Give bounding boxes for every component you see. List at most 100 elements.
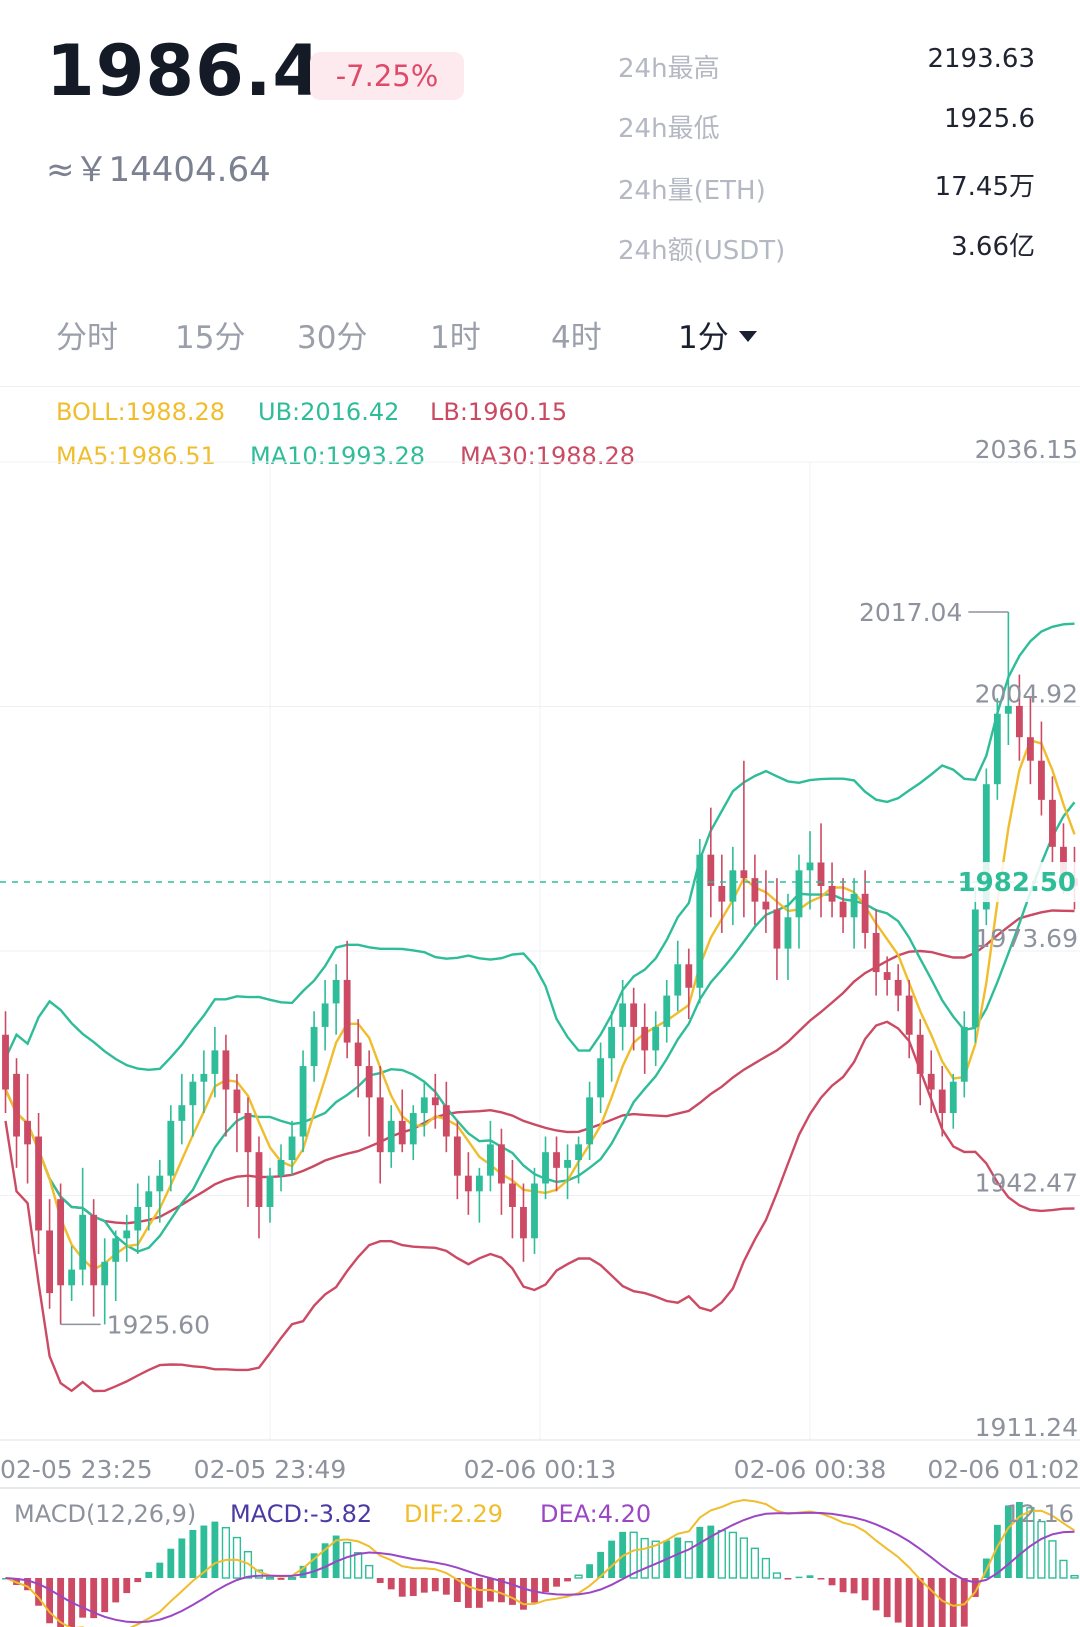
candle-body [630,1003,638,1027]
candle-body [123,1230,131,1239]
candle-body [806,862,814,871]
macd-histogram-bar [684,1541,693,1579]
macd-histogram-bar [365,1564,374,1579]
ma10-label: MA10:1993.28 [250,442,425,470]
candle-body [178,1105,186,1121]
candle-body [619,1003,627,1027]
macd-histogram-bar [101,1578,109,1613]
macd-histogram-bar [57,1578,65,1627]
macd-histogram-bar [795,1576,803,1579]
x-tick-label: 02-05 23:25 [0,1455,153,1484]
macd-histogram-bar [211,1521,219,1578]
stat-label-high: 24h最高 [618,54,720,84]
candle-body [960,1026,968,1082]
macd-histogram-bar [1015,1502,1023,1578]
macd-value-label: MACD:-3.82 [230,1500,373,1528]
candle-body [453,1136,461,1176]
macd-histogram-bar [674,1537,682,1578]
macd-histogram-bar [597,1551,605,1578]
candle-body [740,870,748,879]
macd-histogram-bar [243,1550,253,1579]
candle-body [233,1089,241,1114]
macd-histogram-bar [79,1578,87,1618]
tab-4h[interactable]: 4时 [551,320,602,356]
candle-body [916,1034,924,1074]
dea-line [5,1511,1075,1624]
candle-body [409,1113,417,1145]
candle-body [68,1269,76,1286]
macd-histogram-bar [509,1578,516,1605]
macd-histogram-bar [806,1575,814,1578]
candle-body [1049,799,1056,847]
macd-histogram-bar [696,1526,704,1578]
chevron-down-icon [738,331,757,342]
candle-body [354,1042,362,1067]
y-tick-label: 2036.15 [975,435,1078,464]
candle-body [266,1175,274,1207]
tab-timeshare[interactable]: 分时 [56,320,118,356]
candle-body [398,1120,406,1145]
stat-label-low: 24h最低 [618,114,720,144]
candle-body [894,979,902,996]
candle-body [387,1120,395,1153]
candle-body [861,893,869,933]
macd-histogram-bar [872,1578,880,1611]
macd-histogram-bar [343,1541,352,1579]
candle-body [365,1066,373,1098]
macd-histogram-bar [993,1524,1001,1578]
tab-1h[interactable]: 1时 [430,320,481,356]
tab-15m[interactable]: 15分 [175,320,246,356]
macd-histogram-bar [409,1578,417,1597]
candle-body [464,1175,472,1192]
candle-body [850,893,858,918]
candle-body [652,1026,660,1051]
current-price-label-bg [966,862,1080,903]
stat-label-volume: 24h量(ETH) [618,176,766,206]
candle-body [376,1097,384,1153]
candle-body [90,1214,98,1286]
candle-body [542,1152,549,1184]
macd-histogram-bar [817,1578,825,1580]
tab-1m[interactable]: 1分 [678,312,757,357]
candle-body [674,964,682,996]
candle-body [564,1160,571,1168]
candle-body [817,862,825,886]
macd-histogram-bar [398,1578,406,1597]
tab-divider [0,386,1080,387]
macd-histogram-bar [861,1578,869,1601]
candle-body [189,1081,197,1106]
candle-body [343,979,351,1043]
candle-body [475,1175,483,1192]
candle-body [729,870,737,902]
macd-histogram-bar [200,1525,208,1578]
macd-histogram-bar [608,1540,616,1578]
macd-histogram-bar [640,1537,649,1579]
macd-histogram-bar [717,1529,726,1579]
macd-histogram-bar [586,1564,594,1578]
candle-body [486,1144,494,1176]
ma5-label: MA5:1986.51 [56,442,216,470]
candle-body [255,1152,263,1207]
macd-histogram-bar [156,1562,164,1578]
stat-value-volume: 17.45万 [934,172,1035,202]
macd-histogram-bar [265,1576,275,1580]
macd-histogram-bar [651,1540,660,1579]
macd-title: MACD(12,26,9) [14,1500,197,1528]
macd-histogram-bar [960,1578,968,1627]
macd-histogram-bar [310,1553,318,1578]
macd-histogram-bar [498,1578,505,1603]
macd-histogram-bar [971,1578,979,1597]
candle-body [498,1144,505,1184]
candle-body [431,1097,439,1106]
candle-body [1015,705,1023,738]
stat-value-high: 2193.63 [927,44,1035,74]
stat-value-turnover: 3.66亿 [951,232,1035,262]
candle-body [927,1073,935,1090]
macd-histogram-bar [321,1543,329,1578]
tab-30m[interactable]: 30分 [297,320,368,356]
candle-body [112,1238,120,1262]
macd-histogram-bar [145,1571,153,1578]
candle-body [299,1066,307,1137]
candle-body [1004,705,1012,714]
